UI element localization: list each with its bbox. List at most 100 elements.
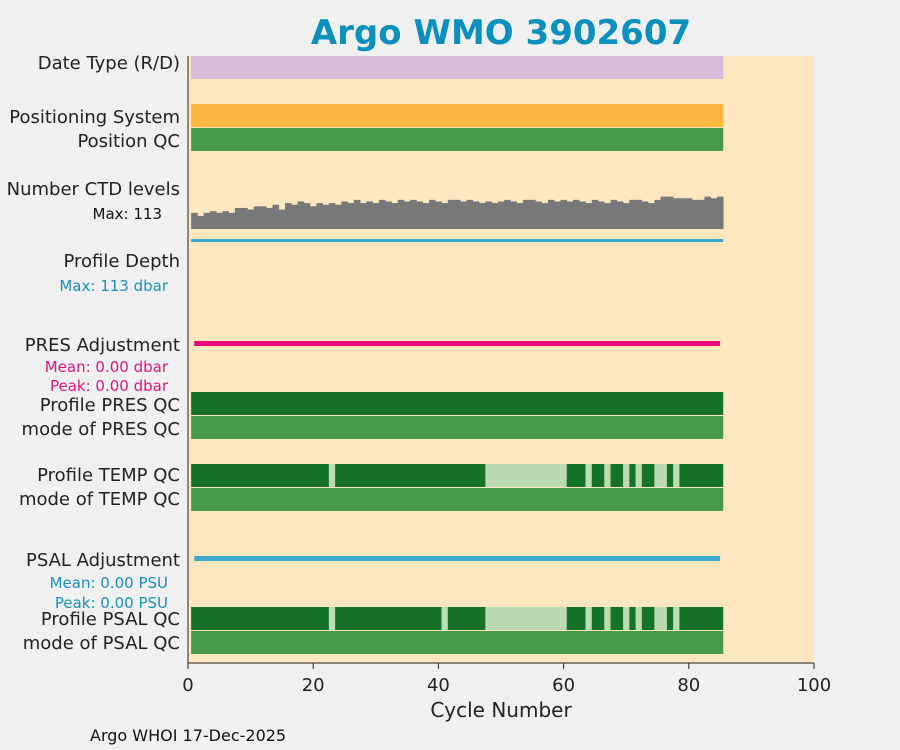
ctd-level-bar bbox=[285, 203, 292, 229]
ctd-level-bar bbox=[447, 199, 455, 229]
profile-temp-qc-segment bbox=[604, 464, 611, 487]
ctd-level-bar bbox=[278, 209, 286, 229]
profile-temp-qc-segment bbox=[623, 464, 630, 487]
ctd-level-bar bbox=[253, 206, 261, 229]
ctd-level-bar bbox=[485, 201, 492, 229]
psal-peak-annotation: Peak: 0.00 PSU bbox=[55, 594, 168, 612]
data-marks bbox=[191, 56, 724, 654]
mode-pres-qc-bar bbox=[191, 416, 724, 439]
ctd-level-bar bbox=[691, 199, 699, 229]
ctd-level-bar bbox=[259, 206, 267, 229]
ctd-level-bar bbox=[529, 199, 536, 229]
profile-psal-qc-segment bbox=[604, 607, 611, 630]
profile-temp-qc-bar bbox=[191, 464, 724, 487]
mode-temp-qc-bar bbox=[191, 488, 724, 511]
ctd-level-bar bbox=[385, 201, 392, 229]
position-qc-bar bbox=[191, 128, 724, 151]
profile-psal-qc-segment bbox=[585, 607, 592, 630]
label-positioning-system: Positioning System bbox=[9, 107, 180, 128]
ctd-level-bar bbox=[435, 201, 442, 229]
label-ctd-levels: Number CTD levels bbox=[7, 179, 180, 200]
ctd-level-bar bbox=[460, 201, 467, 229]
ctd-level-bar bbox=[522, 199, 530, 229]
mode-psal-qc-bar bbox=[191, 631, 724, 654]
profile-psal-qc-segment bbox=[654, 607, 667, 630]
label-profile-depth: Profile Depth bbox=[63, 251, 180, 272]
chart-title: Argo WMO 3902607 bbox=[311, 13, 691, 53]
label-mode-temp-qc: mode of TEMP QC bbox=[19, 489, 180, 510]
profile-temp-qc-segment bbox=[654, 464, 667, 487]
ctd-level-bar bbox=[572, 199, 580, 229]
profile-depth-line bbox=[191, 239, 724, 242]
ctd-level-bar bbox=[341, 201, 348, 229]
label-mode-pres-qc: mode of PRES QC bbox=[22, 419, 180, 440]
ctd-level-bar bbox=[510, 201, 517, 229]
pres-peak-annotation: Peak: 0.00 dbar bbox=[50, 377, 169, 395]
ctd-level-bar bbox=[560, 199, 568, 229]
ctd-level-bar bbox=[547, 199, 555, 229]
ctd-level-bar bbox=[222, 211, 229, 229]
ctd-level-bar bbox=[491, 203, 499, 229]
ctd-level-bar bbox=[297, 201, 305, 229]
ctd-level-bar bbox=[203, 212, 211, 229]
ctd-level-bar bbox=[429, 199, 436, 229]
profile-temp-qc-segment bbox=[585, 464, 592, 487]
ctd-level-bar bbox=[372, 203, 380, 229]
psal-mean-annotation: Mean: 0.00 PSU bbox=[50, 574, 168, 592]
ctd-level-bar bbox=[228, 212, 236, 229]
ctd-level-bar bbox=[566, 201, 574, 229]
ctd-level-bar bbox=[316, 203, 323, 229]
label-pres-adjustment: PRES Adjustment bbox=[25, 335, 180, 356]
ctd-level-bar bbox=[191, 212, 198, 229]
profile-temp-qc-segment bbox=[485, 464, 567, 487]
x-axis-label: Cycle Number bbox=[430, 698, 572, 722]
profile-psal-qc-segment bbox=[635, 607, 642, 630]
date-type-bar bbox=[191, 56, 724, 79]
profile-temp-qc-segment bbox=[635, 464, 642, 487]
label-date-type: Date Type (R/D) bbox=[38, 53, 180, 74]
ctd-level-bar bbox=[209, 211, 217, 229]
profile-temp-qc-segment bbox=[673, 464, 680, 487]
depth-max-annotation: Max: 113 dbar bbox=[59, 277, 168, 295]
ctd-level-bar bbox=[654, 199, 661, 229]
ctd-level-bar bbox=[641, 201, 649, 229]
ctd-level-bar bbox=[623, 203, 630, 229]
ctd-level-bar bbox=[716, 196, 724, 229]
ctd-level-bar bbox=[454, 199, 461, 229]
psal-adjustment-line bbox=[194, 556, 721, 561]
ctd-level-bar bbox=[266, 207, 273, 229]
ctd-level-bar bbox=[629, 199, 636, 229]
x-tick-label: 100 bbox=[797, 675, 831, 696]
ctd-level-bar bbox=[516, 203, 524, 229]
ctd-level-bar bbox=[673, 198, 680, 229]
profile-psal-qc-segment bbox=[441, 607, 448, 630]
positioning-system-bar bbox=[191, 104, 724, 127]
profile-psal-qc-bar bbox=[191, 607, 724, 630]
ctd-level-bar bbox=[535, 201, 542, 229]
profile-psal-qc-segment bbox=[328, 607, 336, 630]
ctd-level-bar bbox=[353, 199, 361, 229]
ctd-level-bar bbox=[704, 196, 712, 229]
x-tick-label: 0 bbox=[182, 675, 193, 696]
profile-pres-qc-bar bbox=[191, 392, 724, 415]
ctd-level-bar bbox=[391, 203, 399, 229]
x-tick-label: 20 bbox=[302, 675, 325, 696]
label-profile-temp-qc: Profile TEMP QC bbox=[37, 465, 180, 486]
ctd-level-bar bbox=[197, 216, 204, 229]
ctd-level-bar bbox=[291, 204, 298, 229]
ctd-level-bar bbox=[666, 196, 674, 229]
ctd-level-bar bbox=[504, 199, 511, 229]
label-psal-adjustment: PSAL Adjustment bbox=[26, 550, 180, 571]
ctd-level-bar bbox=[585, 203, 593, 229]
pres-adjustment-line bbox=[194, 341, 721, 346]
ctd-level-bar bbox=[366, 201, 373, 229]
ctd-level-bar bbox=[216, 212, 223, 229]
ctd-level-bar bbox=[660, 196, 668, 229]
label-mode-psal-qc: mode of PSAL QC bbox=[23, 633, 180, 654]
ctd-level-bar bbox=[234, 207, 242, 229]
x-tick-label: 60 bbox=[552, 675, 575, 696]
ctd-level-bar bbox=[698, 199, 705, 229]
ctd-level-bar bbox=[360, 203, 367, 229]
ctd-level-bar bbox=[347, 203, 355, 229]
